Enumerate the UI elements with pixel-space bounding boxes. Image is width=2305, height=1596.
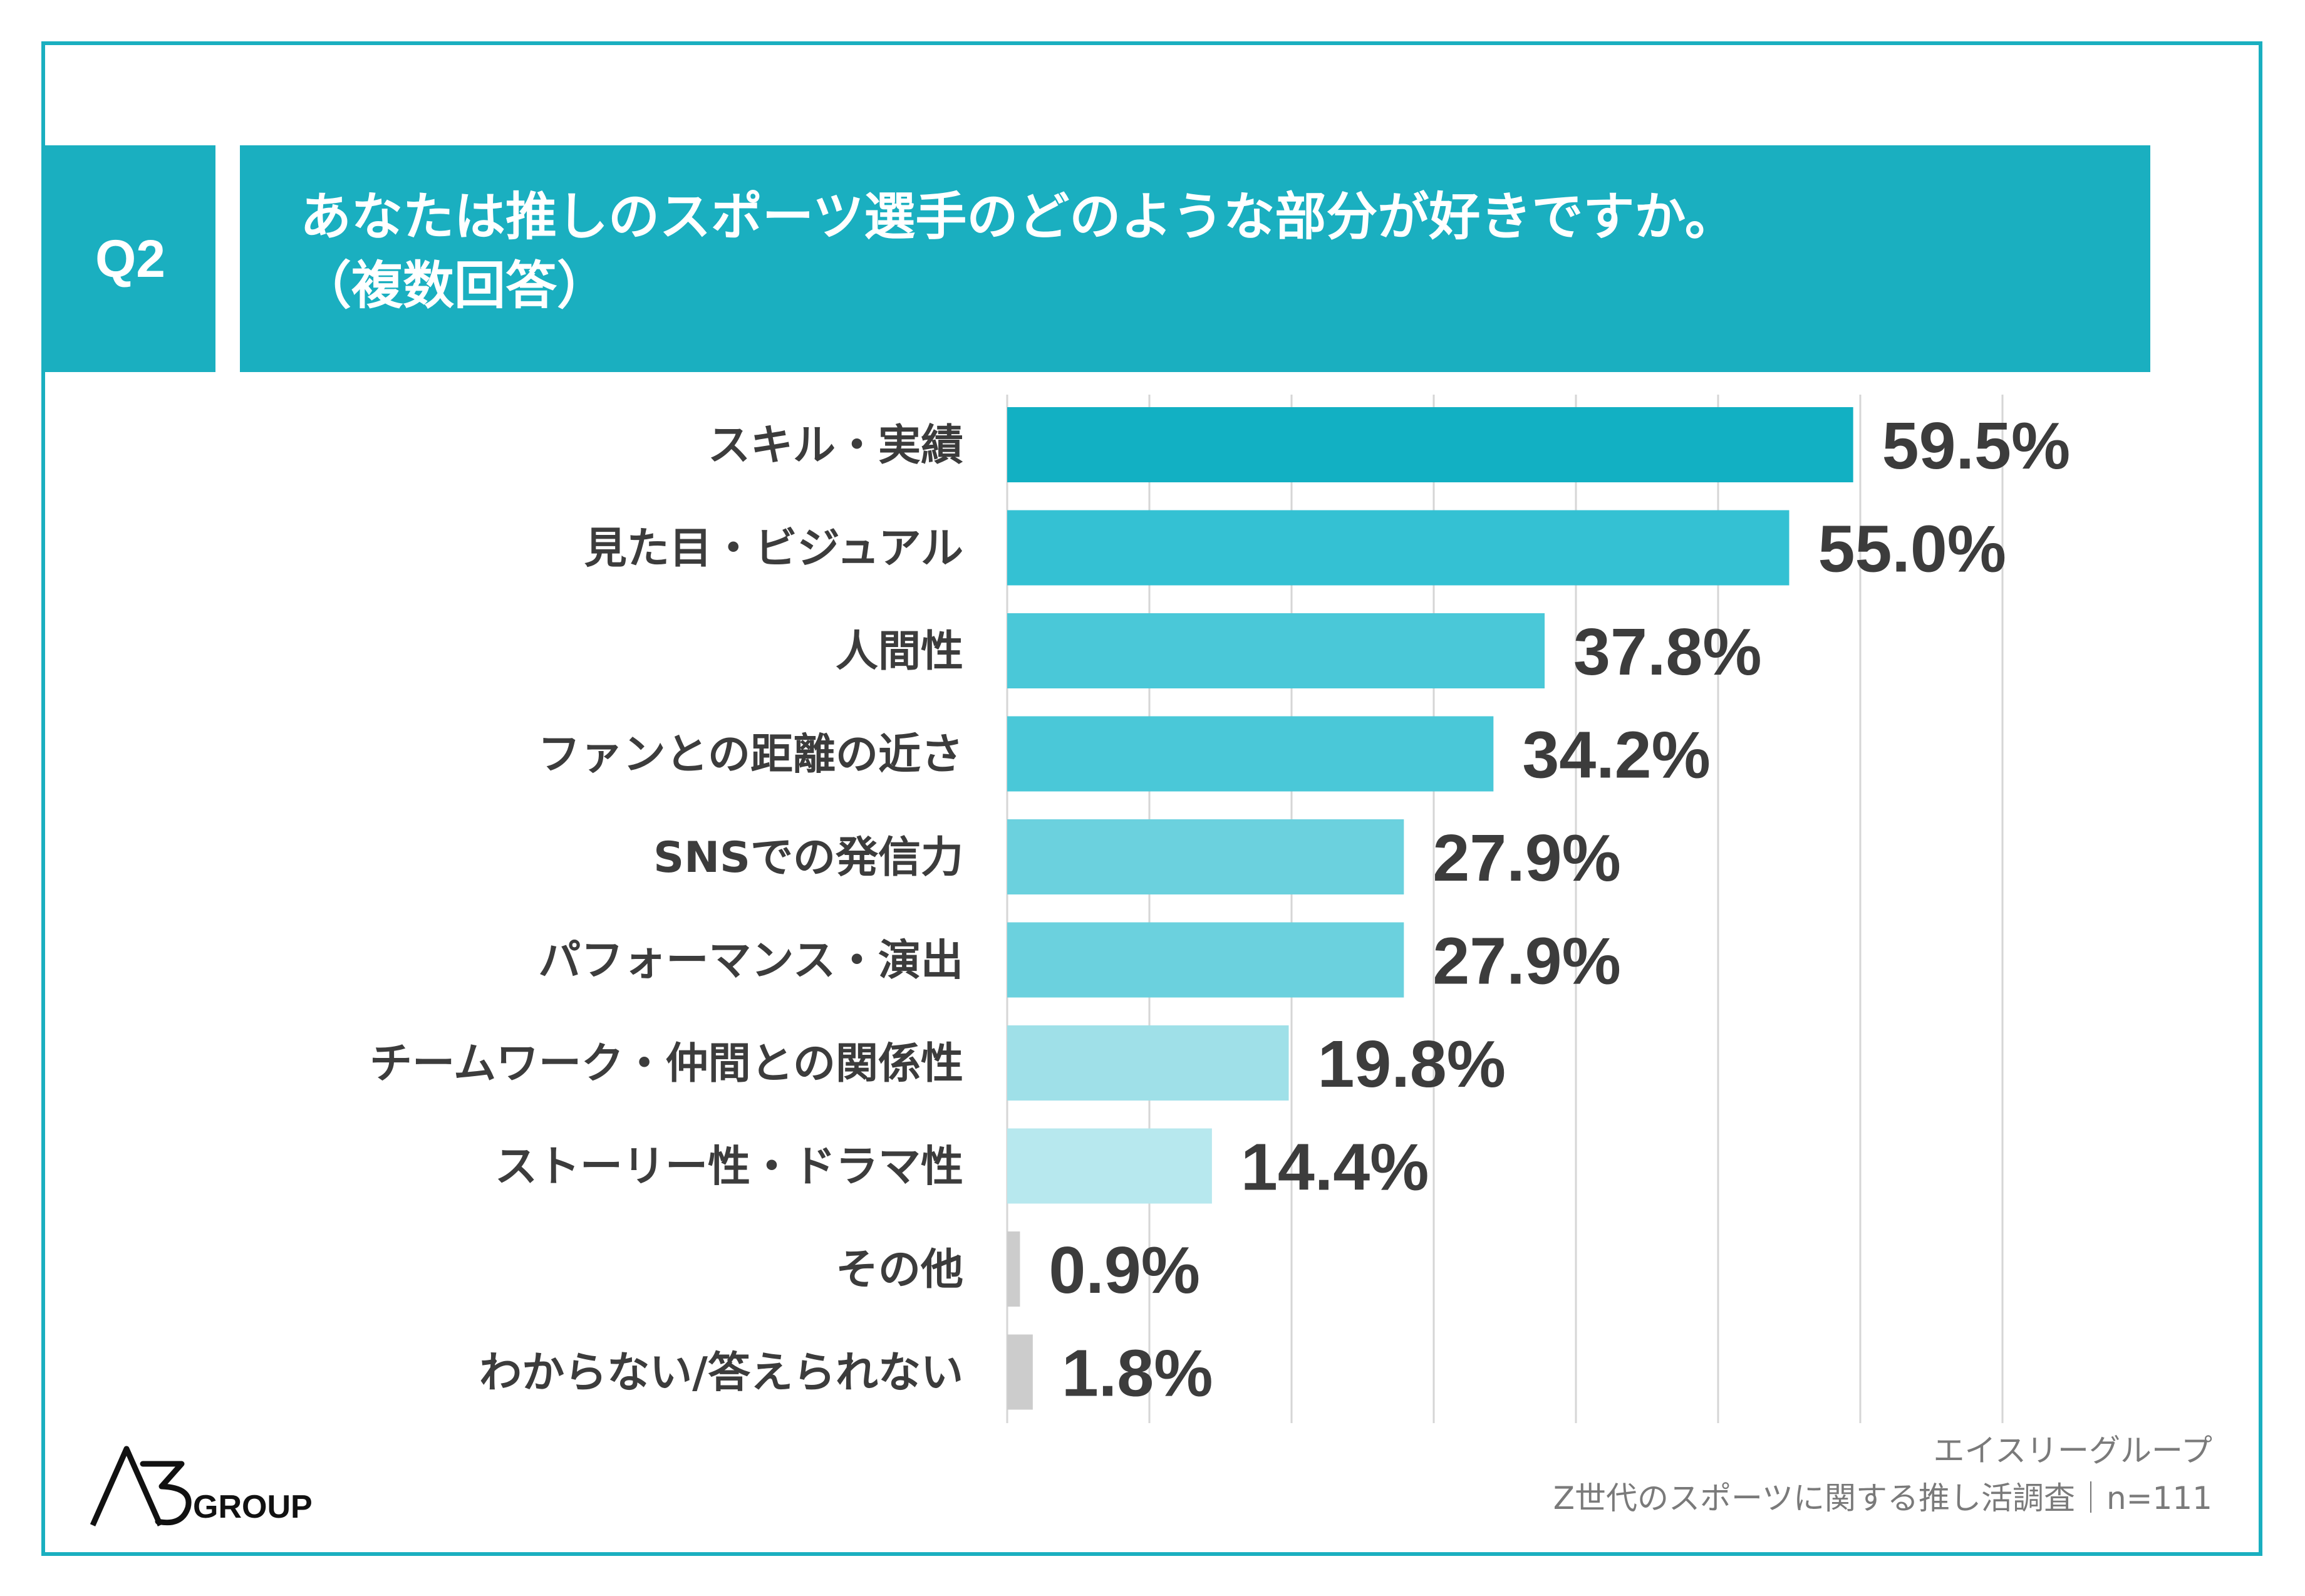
bar <box>1007 1025 1289 1101</box>
bar <box>1007 819 1404 894</box>
category-label: ストーリー性・ドラマ性 <box>495 1143 963 1192</box>
bar <box>1007 407 1853 482</box>
category-label: パフォーマンス・演出 <box>538 936 963 986</box>
category-label: チームワーク・仲間との関係性 <box>370 1039 963 1089</box>
bar <box>1007 510 1790 586</box>
question-subtitle: （複数回答） <box>300 256 609 316</box>
logo-3-mark <box>140 1461 192 1526</box>
question-number-box: Q2 <box>45 145 215 372</box>
category-label: その他 <box>836 1245 963 1295</box>
chart-frame: Q2 あなたは推しのスポーツ選手のどのような部分が好きですか。 （複数回答） <box>41 41 2262 1556</box>
bar <box>1007 1334 1033 1410</box>
category-label: 人間性 <box>836 627 963 676</box>
bar <box>1007 716 1494 792</box>
a3-group-logo: GROUP <box>90 1446 313 1526</box>
value-label: 27.9% <box>1432 821 1621 895</box>
bar <box>1007 1231 1020 1307</box>
question-number: Q2 <box>95 229 166 288</box>
value-label: 34.2% <box>1522 718 1711 792</box>
category-label: わからない/答えられない <box>479 1349 963 1398</box>
value-label: 0.9% <box>1049 1233 1200 1307</box>
bar <box>1007 922 1404 998</box>
logo-a-mark <box>90 1446 163 1526</box>
value-label: 27.9% <box>1432 925 1621 998</box>
footer-survey: Z世代のスポーツに関する推し活調査｜n=111 <box>1553 1480 2212 1516</box>
footer-company: エイスリーグループ <box>1933 1433 2213 1469</box>
question-title-box: あなたは推しのスポーツ選手のどのような部分が好きですか。 （複数回答） <box>240 145 2150 372</box>
question-title: あなたは推しのスポーツ選手のどのような部分が好きですか。 <box>300 187 1736 247</box>
value-label: 37.8% <box>1573 615 1762 689</box>
value-label: 59.5% <box>1882 409 2071 483</box>
bar <box>1007 613 1545 688</box>
value-label: 14.4% <box>1241 1131 1429 1205</box>
value-label: 1.8% <box>1062 1337 1213 1411</box>
bar <box>1007 1128 1212 1204</box>
value-label: 55.0% <box>1818 512 2007 586</box>
value-label: 19.8% <box>1317 1027 1506 1101</box>
category-label: スキル・実績 <box>708 421 963 470</box>
category-label: 見た目・ビジュアル <box>584 524 963 574</box>
logo-text: GROUP <box>193 1489 313 1525</box>
category-label: ファンとの距離の近さ <box>538 730 963 780</box>
category-label: SNSでの発信力 <box>653 833 963 883</box>
footer: エイスリーグループ Z世代のスポーツに関する推し活調査｜n=111 <box>1553 1427 2212 1522</box>
